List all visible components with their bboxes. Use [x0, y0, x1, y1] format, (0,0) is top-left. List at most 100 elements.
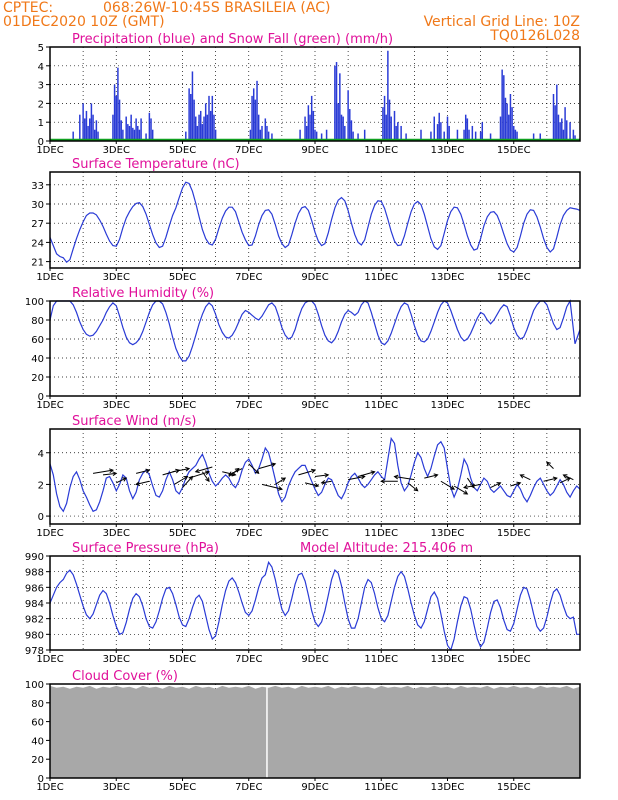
wind-vector-arrow: [274, 477, 287, 485]
y-tick-label: 980: [25, 630, 44, 641]
precip-bar: [267, 131, 270, 141]
precip-bar: [133, 129, 136, 141]
y-tick-label: 24: [31, 238, 44, 249]
precip-bar: [456, 129, 459, 141]
precip-bar: [347, 90, 349, 141]
x-tick-label: 9DEC: [301, 528, 328, 539]
precip-bar: [561, 118, 563, 141]
header-grid-note: Vertical Grid Line: 10Z: [424, 14, 580, 30]
wind-arrow-head: [185, 466, 191, 472]
precip-bar: [307, 105, 310, 141]
precip-bar: [150, 118, 152, 141]
wind-arrow-shaft: [248, 463, 260, 474]
y-tick-label: 986: [25, 583, 44, 594]
wind-arrow-head: [254, 469, 260, 475]
wind-arrow-shaft: [394, 476, 415, 481]
x-tick-label: 1DEC: [36, 400, 63, 411]
precip-bar: [387, 50, 389, 142]
y-tick-label: 100: [25, 297, 44, 308]
x-tick-label: 5DEC: [169, 145, 196, 156]
y-tick-label: 3: [38, 81, 44, 92]
precip-bar: [198, 114, 200, 141]
precip-bar: [213, 114, 215, 141]
y-tick-label: 4: [38, 449, 44, 460]
x-tick-label: 15DEC: [497, 145, 531, 156]
precip-bar: [251, 95, 253, 141]
precip-bar: [90, 103, 93, 141]
precip-bar: [334, 65, 336, 141]
y-tick-label: 1: [38, 118, 44, 129]
precip-bar: [137, 125, 139, 141]
wind-vector-arrow: [172, 466, 191, 473]
wind-arrow-shaft: [520, 474, 531, 481]
wind-arrow-shaft: [222, 471, 236, 476]
precip-bar: [204, 103, 207, 141]
precip-bar: [335, 62, 338, 141]
precip-bar: [572, 129, 575, 141]
panel-title: Surface Pressure (hPa): [72, 541, 219, 556]
precip-bar: [135, 118, 137, 141]
precip-bar: [112, 114, 114, 141]
header-source: CPTEC:: [3, 0, 53, 16]
precip-bar: [199, 110, 202, 141]
y-tick-label: 40: [31, 354, 44, 365]
wind-arrow-head: [496, 482, 502, 487]
wind-arrow-head: [519, 474, 525, 479]
wind-vector-arrow: [248, 463, 260, 475]
wind-arrow-shaft: [314, 474, 329, 477]
y-tick-label: 100: [25, 680, 44, 691]
x-tick-label: 13DEC: [431, 400, 465, 411]
rh-line: [49, 299, 581, 362]
x-tick-label: 13DEC: [431, 528, 465, 539]
x-tick-label: 5DEC: [169, 528, 196, 539]
precip-bar: [557, 114, 560, 141]
x-tick-label: 11DEC: [364, 654, 398, 665]
x-tick-label: 9DEC: [301, 145, 328, 156]
wind-vector-arrow: [380, 478, 398, 484]
wind-vector-arrow: [314, 472, 330, 478]
x-tick-label: 13DEC: [431, 654, 465, 665]
wind-arrow-head: [393, 474, 399, 480]
precip-bar: [208, 95, 210, 141]
panel-title: Cloud Cover (%): [72, 669, 178, 684]
precip-bar: [256, 80, 258, 141]
wind-arrow-shaft: [546, 461, 554, 469]
precip-bar: [310, 95, 313, 141]
y-tick-label: 80: [31, 316, 44, 327]
x-tick-label: 7DEC: [235, 272, 262, 283]
wind-vector-arrow: [407, 482, 419, 492]
x-tick-label: 7DEC: [235, 654, 262, 665]
precip-bar: [499, 116, 502, 141]
wind-arrow-shaft: [182, 476, 193, 488]
wind-arrow-shaft: [195, 466, 213, 473]
wind-arrow-shaft: [563, 474, 574, 481]
precip-bar: [92, 114, 94, 141]
wind-arrow-shaft: [407, 482, 418, 492]
y-tick-label: 2: [38, 99, 44, 110]
y-tick-label: 27: [31, 219, 44, 230]
precip-bar: [89, 118, 91, 141]
x-tick-label: 11DEC: [364, 145, 398, 156]
wind-arrow-head: [463, 484, 469, 490]
precip-bar: [325, 129, 328, 141]
x-tick-label: 9DEC: [301, 654, 328, 665]
wind-vector-arrow: [320, 479, 332, 485]
precip-bar: [474, 131, 477, 141]
y-tick-label: 80: [31, 699, 44, 710]
y-tick-label: 0: [38, 512, 44, 523]
wind-vector-arrow: [135, 480, 150, 486]
wind-arrow-shaft: [440, 480, 455, 490]
panel-temp: 21 24 27 30 33 1DEC 3DEC 5DEC 7DEC 9DEC 11DEC 13DEC…: [31, 157, 581, 283]
precip-bar: [82, 103, 84, 141]
precip-bar: [252, 88, 255, 141]
wind-vector-arrow: [357, 470, 376, 477]
wind-arrow-head: [413, 486, 419, 492]
precip-bar: [120, 120, 122, 141]
x-tick-label: 1DEC: [36, 782, 63, 793]
precip-bar: [264, 118, 267, 141]
wind-arrow-head: [145, 468, 151, 474]
precip-bar: [352, 131, 354, 141]
precip-bar: [113, 84, 116, 141]
x-tick-label: 1DEC: [36, 528, 63, 539]
wind-arrow-head: [320, 479, 326, 485]
